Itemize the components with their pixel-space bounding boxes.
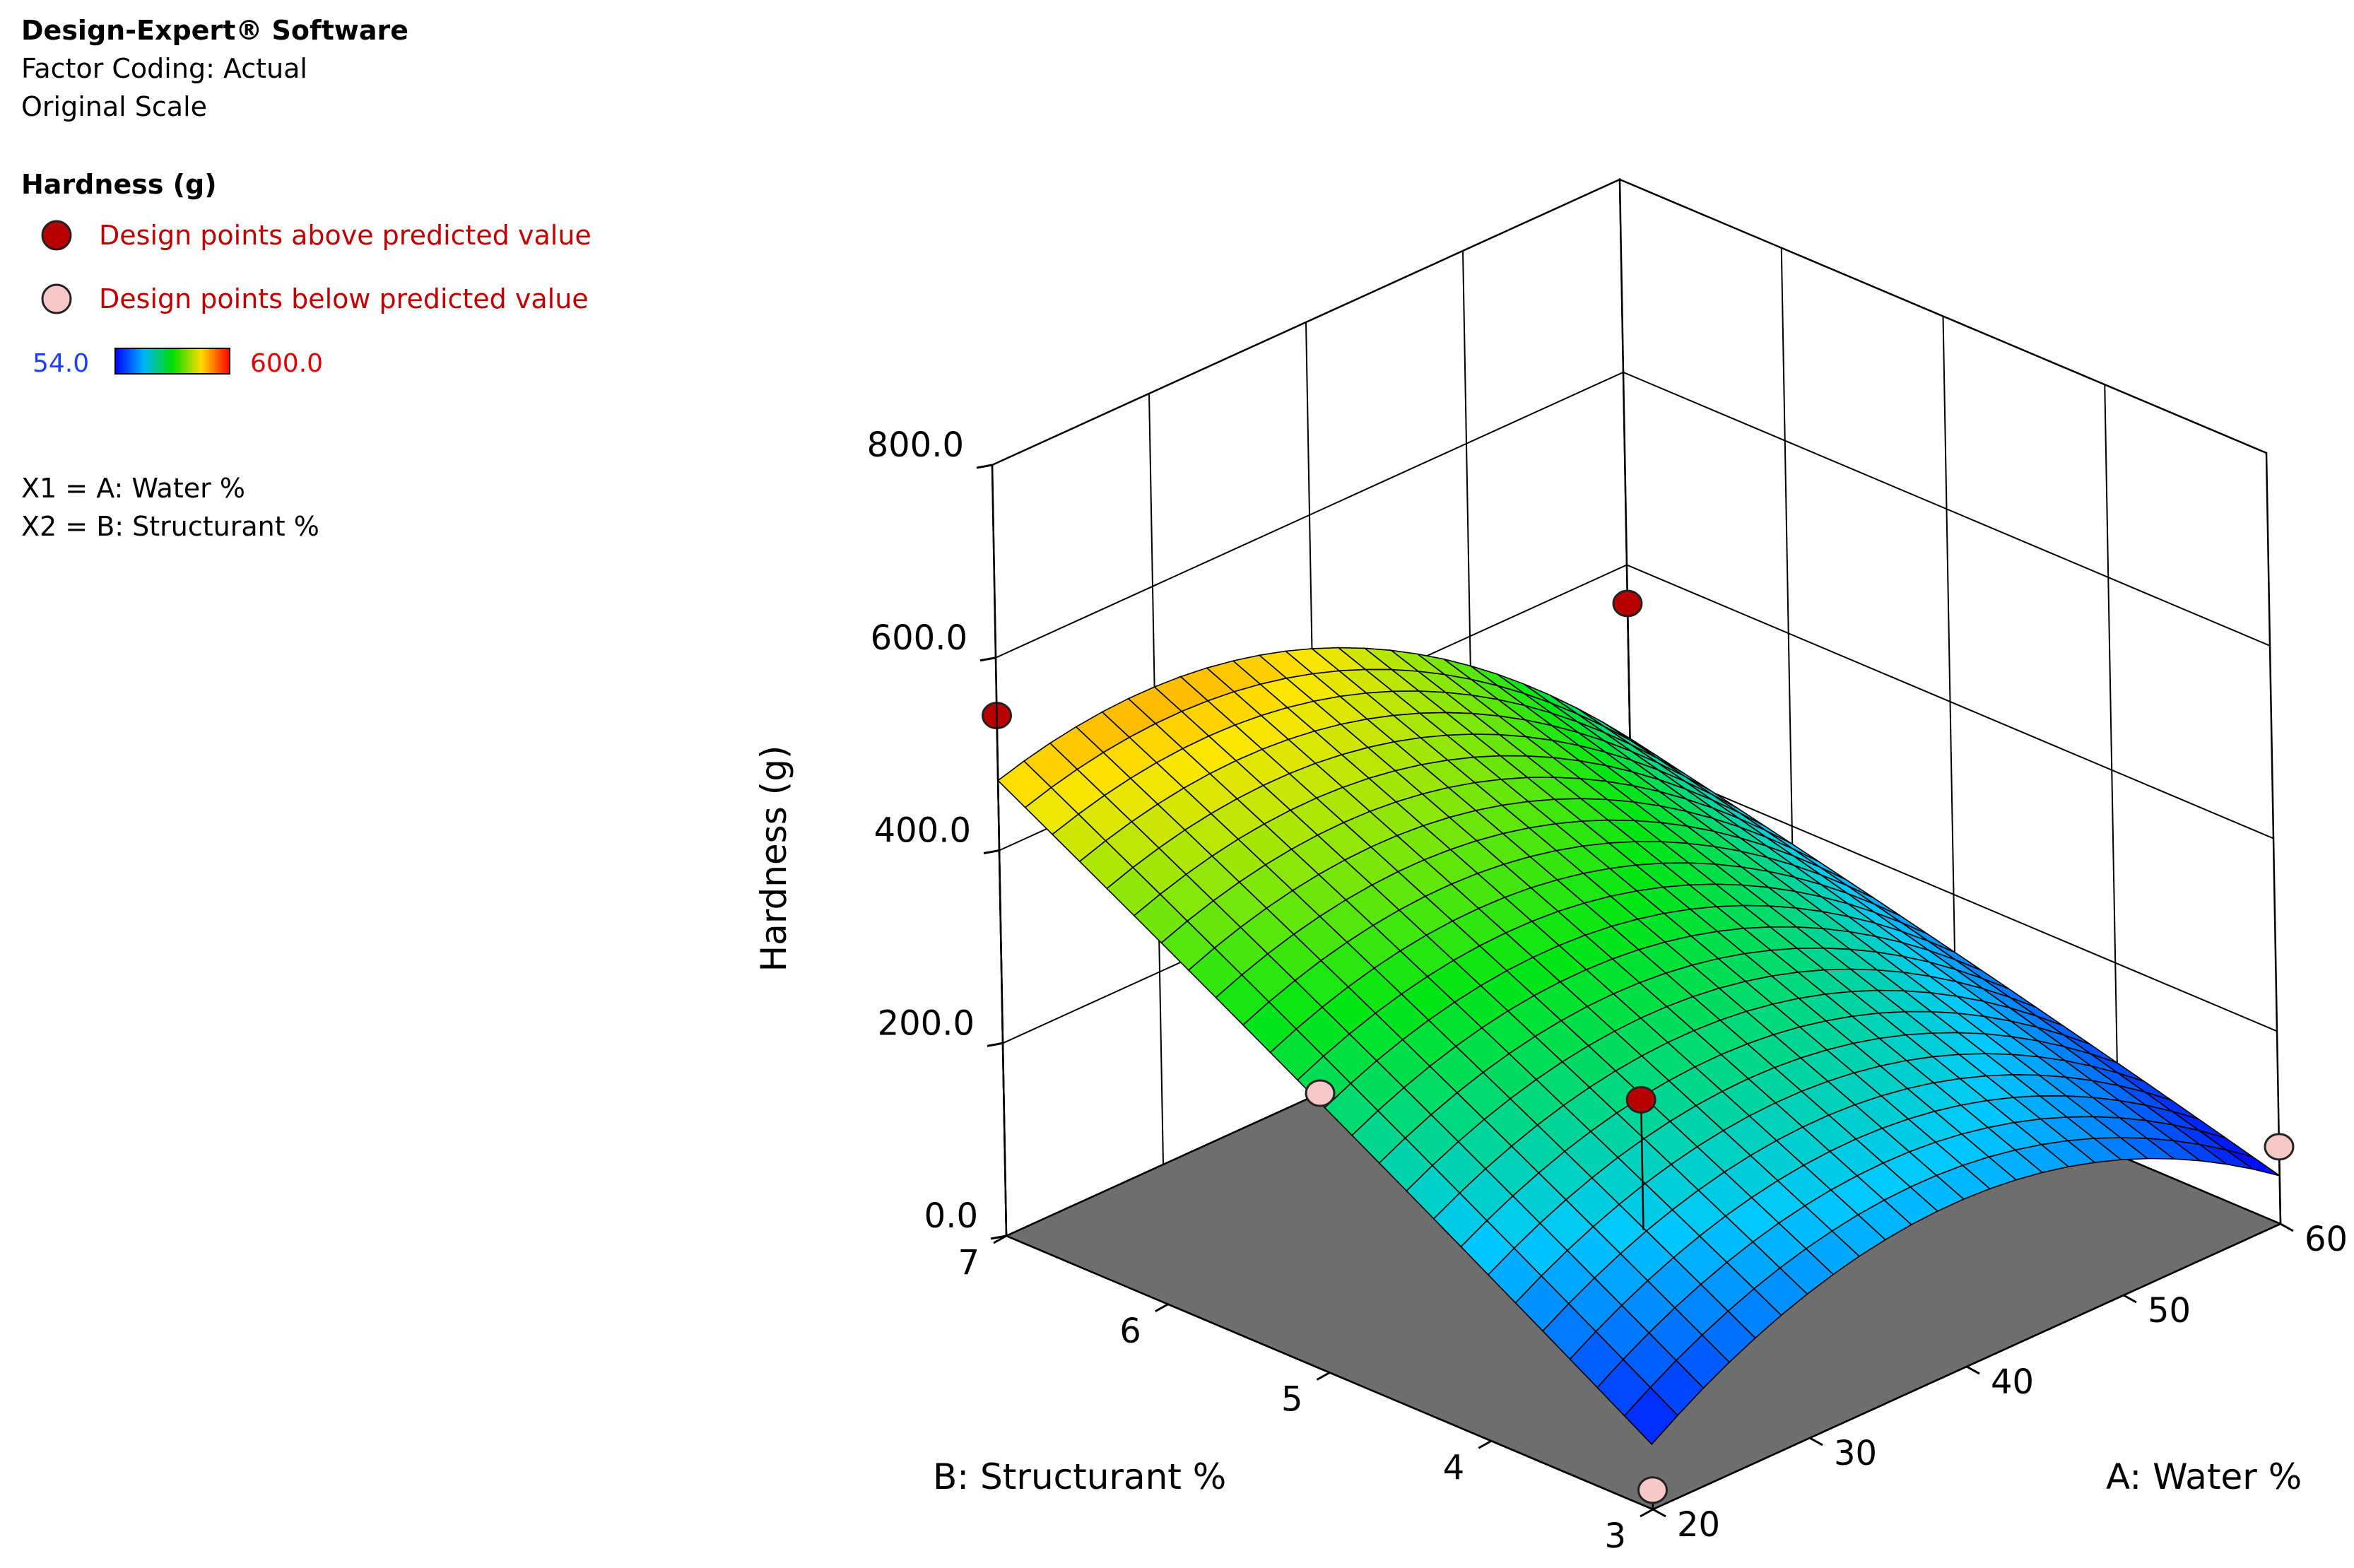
- x-tick-label: 20: [1677, 1505, 1720, 1545]
- legend-below-label: Design points below predicted value: [99, 283, 589, 314]
- surface-cell: [1623, 1386, 1678, 1446]
- y-tick-label: 5: [1281, 1380, 1303, 1420]
- response-label: Hardness (g): [21, 169, 217, 200]
- y-tick: [1155, 1303, 1169, 1313]
- design-point-below: [1305, 1079, 1336, 1107]
- y-tick-label: 4: [1443, 1448, 1465, 1487]
- legend-above-marker: [41, 220, 72, 251]
- design-point-below: [1637, 1476, 1668, 1504]
- y-tick-label: 6: [1119, 1311, 1141, 1351]
- design-points-front: [1305, 1079, 1668, 1504]
- z-tick-label: 0.0: [924, 1196, 978, 1236]
- y-tick: [1316, 1372, 1331, 1381]
- design-point-below: [2264, 1133, 2295, 1161]
- x-tick: [2123, 1294, 2137, 1304]
- colorbar-max-label: 600.0: [250, 349, 323, 378]
- colorbar-min-label: 54.0: [33, 349, 89, 378]
- legend-above-label: Design points above predicted value: [99, 220, 592, 251]
- z-tick-label: 400.0: [874, 811, 971, 851]
- z-tick: [979, 656, 996, 662]
- software-title: Design-Expert® Software: [21, 15, 408, 46]
- surface-mesh: [996, 647, 2281, 1446]
- z-tick: [976, 464, 993, 469]
- x-tick: [1966, 1365, 1980, 1375]
- x-tick-label: 40: [1991, 1362, 2034, 1402]
- axis-ticks: 20 30 40 50 60 3 4 5 6 7 0.0 200.0 400.0 600.0 800.0: [867, 425, 2348, 1556]
- legend-below-marker: [41, 283, 72, 314]
- y-axis-title: B: Structurant %: [933, 1456, 1226, 1497]
- z-tick-label: 600.0: [871, 618, 967, 658]
- x-tick-label: 50: [2148, 1291, 2191, 1331]
- z-tick: [987, 1042, 1004, 1047]
- z-axis-title: Hardness (g): [753, 745, 794, 972]
- design-point-above: [1625, 1085, 1656, 1114]
- z-tick-label: 800.0: [867, 425, 964, 465]
- wall-grid-line: [995, 371, 2271, 659]
- x-tick: [2280, 1222, 2294, 1232]
- scale-label: Original Scale: [21, 91, 207, 122]
- x-tick-label: 30: [1834, 1434, 1877, 1473]
- y-tick: [1640, 1508, 1654, 1518]
- y-tick-label: 7: [958, 1243, 979, 1283]
- x-tick-label: 60: [2305, 1220, 2348, 1259]
- y-tick: [1478, 1439, 1492, 1449]
- colorbar: [114, 348, 230, 375]
- x2-definition: X2 = B: Structurant %: [21, 511, 319, 542]
- z-tick: [990, 1234, 1007, 1240]
- x-axis-title: A: Water %: [2106, 1456, 2302, 1497]
- x-tick: [1652, 1508, 1666, 1518]
- design-point-stem: [1640, 1100, 1644, 1230]
- z-tick-label: 200.0: [878, 1003, 975, 1043]
- factor-coding-label: Factor Coding: Actual: [21, 53, 307, 84]
- design-point-above: [1612, 589, 1643, 618]
- y-tick-label: 3: [1604, 1516, 1626, 1556]
- x1-definition: X1 = A: Water %: [21, 473, 245, 504]
- x-tick: [1809, 1437, 1823, 1446]
- z-tick: [983, 849, 1000, 854]
